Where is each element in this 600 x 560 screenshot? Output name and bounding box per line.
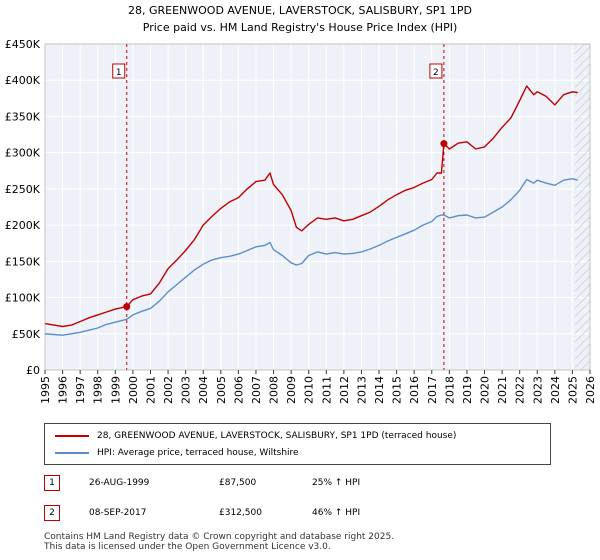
x-tick-label: 1999	[109, 376, 122, 404]
y-tick-label: £300K	[5, 147, 41, 160]
x-tick-label: 2006	[232, 376, 245, 404]
x-tick-label: 2017	[426, 376, 439, 404]
y-tick-label: £450K	[5, 38, 41, 51]
sale-point	[123, 303, 131, 311]
y-tick-label: £350K	[5, 110, 41, 123]
sale-point	[440, 140, 448, 148]
x-tick-label: 2019	[461, 376, 474, 404]
x-tick-label: 2021	[496, 376, 509, 404]
transaction-price: £312,500	[219, 508, 262, 518]
annotation-label: 2	[433, 68, 439, 78]
legend-item-hpi: HPI: Average price, terraced house, Wilt…	[55, 446, 299, 460]
x-tick-label: 1997	[74, 376, 87, 404]
x-tick-label: 1996	[57, 376, 70, 404]
footer-copyright: Contains HM Land Registry data © Crown c…	[44, 532, 395, 542]
annotation-box	[112, 63, 126, 79]
y-tick-label: £100K	[5, 292, 41, 305]
transaction-row: 2 08-SEP-2017 £312,500 46% ↑ HPI	[44, 503, 564, 523]
x-tick-label: 2004	[197, 376, 210, 404]
legend-swatch-hpi	[55, 451, 89, 454]
footer-licence: This data is licensed under the Open Gov…	[44, 542, 331, 552]
transaction-price: £87,500	[219, 478, 257, 488]
x-tick-label: 2025	[566, 376, 579, 404]
plot-area	[45, 44, 590, 370]
y-tick-label: £200K	[5, 219, 41, 232]
transaction-date: 08-SEP-2017	[89, 508, 147, 518]
x-tick-label: 2007	[250, 376, 263, 404]
y-tick-label: £400K	[5, 74, 41, 87]
x-tick-label: 2003	[180, 376, 193, 404]
x-tick-label: 2013	[355, 376, 368, 404]
x-tick-label: 2008	[268, 376, 281, 404]
x-tick-label: 2018	[443, 376, 456, 404]
chart-subtitle: Price paid vs. HM Land Registry's House …	[143, 21, 458, 34]
x-tick-label: 2015	[391, 376, 404, 404]
x-tick-label: 2014	[373, 376, 386, 404]
x-tick-label: 2011	[320, 376, 333, 404]
forecast-hatch	[575, 44, 590, 370]
x-tick-label: 2005	[215, 376, 228, 404]
plot-border	[44, 43, 591, 371]
x-tick-label: 2024	[549, 376, 562, 404]
chart-title: 28, GREENWOOD AVENUE, LAVERSTOCK, SALISB…	[128, 4, 472, 17]
y-tick-label: £150K	[5, 255, 41, 268]
x-tick-label: 1995	[39, 376, 52, 404]
x-tick-label: 1998	[92, 376, 105, 404]
property-price-line	[44, 85, 578, 328]
x-tick-label: 2026	[584, 376, 597, 404]
x-tick-label: 2000	[127, 376, 140, 404]
transaction-date: 26-AUG-1999	[89, 478, 150, 488]
legend-item-property: 28, GREENWOOD AVENUE, LAVERSTOCK, SALISB…	[55, 429, 456, 443]
x-tick-label: 2023	[531, 376, 544, 404]
transaction-hpi: 46% ↑ HPI	[312, 508, 361, 518]
y-tick-label: £250K	[5, 183, 41, 196]
annotation-box	[429, 63, 443, 79]
y-tick-label: £0	[26, 364, 40, 377]
transaction-badge: 1	[44, 475, 60, 491]
hpi-line	[44, 178, 578, 336]
price-chart: £0 £50K £100K £150K £200K £250K £300K £350K £400…	[5, 4, 597, 404]
x-tick-label: 2016	[408, 376, 421, 404]
x-tick-label: 2020	[479, 376, 492, 404]
y-tick-label: £50K	[12, 328, 41, 341]
x-tick-label: 2010	[303, 376, 316, 404]
legend-label-property: 28, GREENWOOD AVENUE, LAVERSTOCK, SALISB…	[97, 431, 457, 441]
transaction-badge: 2	[44, 505, 60, 521]
x-tick-label: 2022	[514, 376, 527, 404]
legend-swatch-property	[55, 434, 89, 437]
annotation-label: 1	[116, 68, 122, 78]
legend-label-hpi: HPI: Average price, terraced house, Wilt…	[97, 448, 299, 458]
transaction-hpi: 25% ↑ HPI	[312, 478, 361, 488]
legend: 28, GREENWOOD AVENUE, LAVERSTOCK, SALISB…	[44, 423, 551, 465]
x-tick-label: 2002	[162, 376, 175, 404]
x-tick-label: 2012	[338, 376, 351, 404]
footer: Contains HM Land Registry data © Crown c…	[44, 532, 394, 552]
transaction-row: 1 26-AUG-1999 £87,500 25% ↑ HPI	[44, 473, 564, 493]
x-tick-label: 2001	[144, 376, 157, 404]
x-tick-label: 2009	[285, 376, 298, 404]
